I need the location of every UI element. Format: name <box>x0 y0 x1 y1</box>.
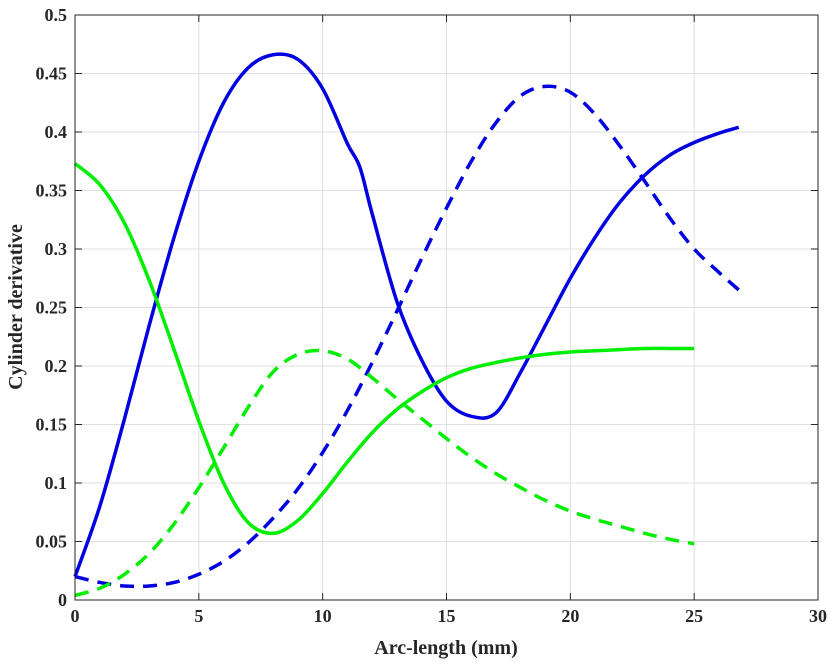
series-layer <box>73 52 740 598</box>
y-tick-label: 0.5 <box>45 5 68 25</box>
x-axis-label: Arc-length (mm) <box>374 637 517 659</box>
y-tick-label: 0.3 <box>45 239 68 259</box>
y-tick-label: 0.15 <box>36 415 68 435</box>
y-tick-label: 0.4 <box>45 122 68 142</box>
y-axis-label: Cylinder derivative <box>5 224 27 390</box>
y-tick-label: 0.25 <box>36 298 68 318</box>
y-tick-label: 0.35 <box>36 181 68 201</box>
series-blue-solid <box>73 52 740 578</box>
y-tick-label: 0.1 <box>45 473 68 493</box>
x-tick-label: 10 <box>314 606 332 626</box>
x-tick-label: 15 <box>438 606 456 626</box>
x-tick-label: 25 <box>685 606 703 626</box>
series-blue-dashed <box>74 84 740 589</box>
y-tick-label: 0 <box>58 590 67 610</box>
x-tick-label: 5 <box>194 606 203 626</box>
x-tick-label: 0 <box>71 606 80 626</box>
x-tick-label: 20 <box>561 606 579 626</box>
x-tick-label: 30 <box>809 606 827 626</box>
y-tick-label: 0.05 <box>36 532 68 552</box>
series-green-dashed <box>74 348 695 598</box>
series-green-solid <box>73 162 695 536</box>
y-tick-label: 0.45 <box>36 64 68 84</box>
y-tick-label: 0.2 <box>45 356 68 376</box>
ticks: 0 5 10 15 20 25 30 0 0.05 0.1 0.15 0.2 0.25 0.3 0.35 0.… <box>36 5 828 626</box>
